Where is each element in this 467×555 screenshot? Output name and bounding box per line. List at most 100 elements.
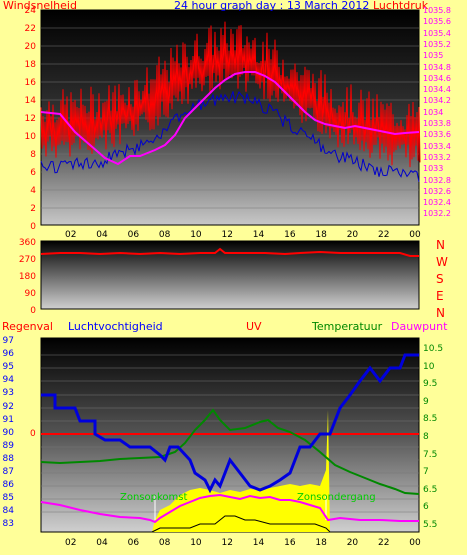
- pressure-tick: 1035.2: [423, 39, 451, 49]
- temperature-tick: 7.5: [423, 449, 438, 460]
- pressure-line: [40, 71, 420, 166]
- hour-tick: 14: [252, 230, 265, 240]
- humidity-tick: 95: [2, 362, 14, 373]
- temperature-tick: 8.5: [423, 414, 438, 425]
- pressure-tick: 1033: [423, 164, 444, 174]
- humidity-tick: 92: [2, 401, 14, 412]
- pressure-tick: 1035.4: [423, 28, 451, 38]
- wind-speed-tick: 20: [24, 42, 36, 52]
- sunrise-label: Zonsopkomst: [120, 492, 188, 503]
- pressure-tick: 1035.8: [423, 6, 451, 15]
- hour-tick: 12: [221, 230, 233, 240]
- compass-letter: N: [436, 306, 445, 320]
- wind-speed-tick: 0: [30, 222, 36, 232]
- temperature-tick: 6.5: [423, 484, 438, 495]
- hour-tick: 02: [65, 538, 77, 548]
- pressure-tick: 1034.4: [423, 85, 451, 95]
- uv-area: [152, 410, 330, 532]
- humidity-label: Luchtvochtigheid: [68, 320, 163, 333]
- pressure-axis-label: Luchtdruk: [373, 0, 429, 12]
- direction-tick: 270: [18, 255, 36, 265]
- dewpoint-line: [40, 493, 419, 524]
- hour-tick: 22: [378, 230, 390, 240]
- wind-speed-axis-label: Windsnelheid: [3, 0, 77, 12]
- humidity-tick: 91: [2, 414, 14, 425]
- pressure-tick: 1035: [423, 51, 444, 61]
- humidity-tick: 85: [2, 493, 14, 504]
- humidity-tick: 88: [2, 453, 14, 464]
- wind-speed-tick: 14: [24, 96, 36, 106]
- pressure-tick: 1032.4: [423, 198, 451, 208]
- temperature-tick: 8: [423, 432, 429, 442]
- humidity-tick: 94: [2, 375, 14, 386]
- hour-tick: 04: [96, 230, 108, 240]
- hour-tick: 10: [190, 230, 202, 240]
- compass-letter: E: [436, 289, 444, 303]
- climate-grid: [41, 354, 419, 513]
- hour-tick: 06: [127, 538, 140, 548]
- temperature-tick: 5.5: [423, 520, 438, 530]
- humidity-tick: 87: [2, 467, 14, 477]
- wind-speed-tick: 16: [24, 78, 36, 88]
- temperature-tick: 7: [423, 467, 429, 478]
- wind-speed-tick: 12: [24, 114, 36, 124]
- hour-tick: 10: [190, 538, 202, 548]
- humidity-tick: 97: [2, 336, 14, 346]
- wind-speed-tick: 4: [30, 186, 36, 196]
- compass-letter: W: [436, 255, 448, 269]
- pressure-tick: 1034.8: [423, 62, 451, 72]
- compass-letter: S: [436, 272, 444, 286]
- temperature-line: [40, 408, 420, 495]
- direction-tick: 90: [24, 289, 36, 299]
- humidity-tick: 96: [2, 349, 14, 360]
- humidity-tick: 84: [2, 506, 14, 517]
- hour-tick: 14: [252, 538, 265, 548]
- wind-speed-tick: 8: [30, 150, 36, 160]
- hour-tick: 18: [315, 538, 327, 548]
- chart-title: 24 hour graph day : 13 March 2012: [174, 0, 370, 12]
- wind-gust-line: [40, 21, 421, 168]
- compass-letter: N: [436, 238, 445, 252]
- dewpoint-label: Dauwpunt: [391, 320, 448, 333]
- pressure-tick: 1032.8: [423, 175, 451, 185]
- temperature-tick: 10.5: [423, 344, 444, 354]
- hour-tick: 06: [127, 230, 140, 240]
- humidity-line: [41, 353, 419, 494]
- wind-speed-tick: 22: [24, 24, 36, 34]
- pressure-tick: 1034.6: [423, 73, 451, 83]
- rainfall-label: Regenval: [2, 320, 53, 333]
- humidity-tick: 90: [2, 427, 14, 438]
- temperature-tick: 10: [423, 361, 435, 372]
- hour-tick: 22: [378, 538, 390, 548]
- temperature-label: Temperatuur: [312, 320, 383, 333]
- pressure-tick: 1034: [423, 107, 444, 117]
- humidity-tick: 89: [2, 440, 14, 451]
- wind-direction-plot-area: [40, 240, 420, 310]
- hour-tick: 20: [346, 230, 359, 240]
- wind-speed-tick: 2: [30, 204, 36, 214]
- wind-speed-tick: 18: [24, 60, 36, 70]
- pressure-tick: 1034.2: [423, 96, 451, 106]
- hour-tick: 18: [315, 230, 327, 240]
- direction-tick: 0: [30, 306, 36, 316]
- temperature-tick: 9: [423, 396, 429, 407]
- temperature-tick: 9.5: [423, 379, 438, 390]
- uv-label: UV: [246, 320, 262, 333]
- humidity-tick: 86: [2, 480, 14, 491]
- pressure-tick: 1033.4: [423, 141, 451, 151]
- pressure-tick: 1033.6: [423, 130, 451, 140]
- wind-speed-tick: 10: [24, 132, 36, 142]
- hour-tick: 16: [284, 230, 296, 240]
- wind-speed-tick: 6: [30, 168, 36, 178]
- hour-tick: 02: [65, 230, 77, 240]
- temperature-tick: 6: [423, 502, 429, 513]
- hour-tick: 16: [284, 538, 296, 548]
- direction-tick: 180: [18, 272, 36, 282]
- hour-tick: 00: [409, 538, 421, 548]
- pressure-tick: 1035.6: [423, 17, 451, 27]
- pressure-tick: 1033.8: [423, 119, 451, 128]
- hour-tick: 12: [221, 538, 233, 548]
- rainfall-zero-tick: 0: [30, 429, 36, 439]
- wind-average-line: [40, 90, 420, 182]
- humidity-tick: 83: [2, 519, 14, 530]
